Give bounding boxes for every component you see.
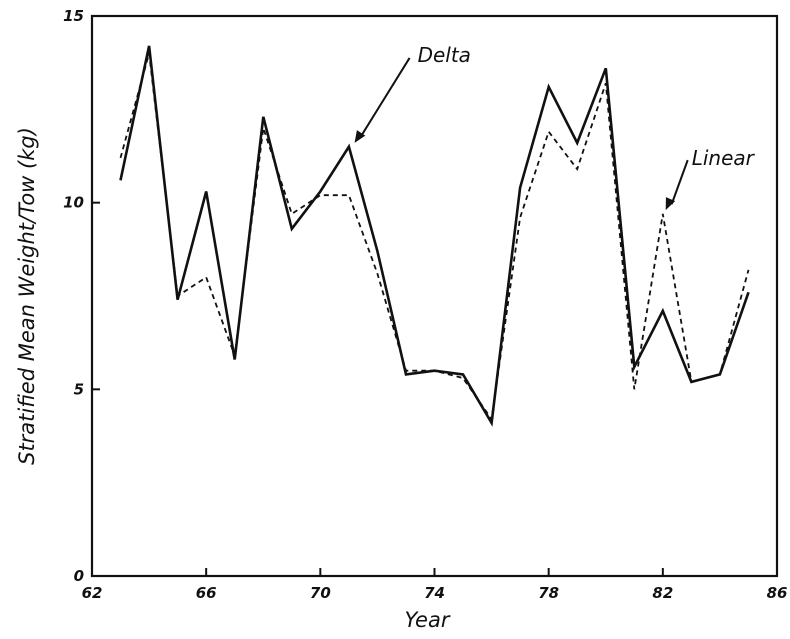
x-tick-label: 70: [310, 584, 331, 602]
x-axis-title: Year: [405, 608, 451, 632]
x-tick-label: 86: [767, 584, 788, 602]
annotations: Delta Linear: [355, 43, 756, 210]
series-line-delta: [121, 46, 749, 423]
y-tick-label: 10: [63, 194, 84, 212]
annotation-arrow-shaft: [672, 160, 688, 204]
annotation-label-linear: Linear: [692, 146, 756, 170]
x-tick-label: 66: [196, 584, 217, 602]
x-tick-label: 82: [652, 584, 673, 602]
y-tick-label: 15: [63, 7, 84, 25]
annotation-label-delta: Delta: [418, 43, 471, 67]
series-lines: [121, 46, 749, 423]
annotation-arrow-shaft: [361, 58, 410, 137]
x-tick-label: 74: [424, 584, 445, 602]
plot-frame: [92, 16, 777, 576]
x-tick-label: 62: [82, 584, 103, 602]
y-tick-label: 5: [74, 380, 84, 398]
y-tick-label: 0: [74, 567, 84, 585]
y-axis-title: Stratified Mean Weight/Tow (kg): [15, 127, 39, 465]
x-tick-label: 78: [538, 584, 559, 602]
